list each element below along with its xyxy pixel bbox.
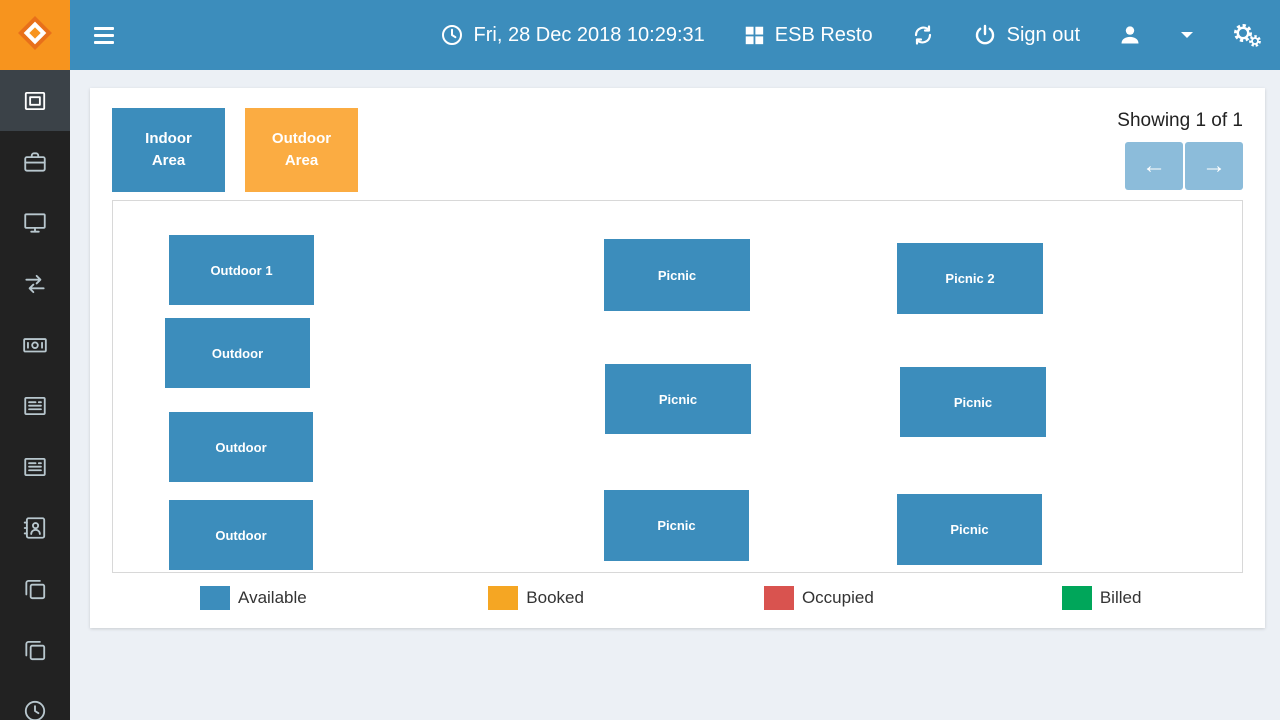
sidebar-item-2[interactable] [0, 131, 70, 192]
sidebar-item-4[interactable] [0, 253, 70, 314]
table-map-icon [22, 88, 48, 114]
legend-swatch [1061, 586, 1092, 610]
table-label: Picnic 2 [945, 271, 995, 286]
tab-label: Indoor Area [145, 130, 192, 169]
sidebar-item-10[interactable] [0, 619, 70, 680]
table-picnic-9[interactable]: Picnic [900, 367, 1046, 437]
pager: Showing 1 of 1 ← → [1117, 108, 1243, 190]
status-legend: Available Booked Occupied Billed [112, 586, 1243, 610]
app-switcher[interactable]: ESB Resto [743, 24, 873, 47]
legend-label: Booked [526, 588, 584, 607]
user-icon[interactable] [1118, 23, 1142, 47]
sign-out-label: Sign out [1006, 23, 1080, 46]
legend-swatch [488, 586, 519, 610]
legend-swatch [200, 586, 231, 610]
power-icon [973, 23, 997, 47]
top-bar: Fri, 28 Dec 2018 10:29:31 ESB Resto [0, 0, 1280, 70]
copy-icon [22, 637, 48, 663]
clock-icon [440, 23, 464, 47]
legend-label: Occupied [801, 588, 874, 607]
menu-toggle-button[interactable] [84, 0, 124, 70]
sidebar-item-8[interactable] [0, 497, 70, 558]
sign-out-button[interactable]: Sign out [973, 23, 1080, 47]
table-outdoor-3[interactable]: Outdoor [169, 412, 313, 482]
app-name: ESB Resto [774, 23, 873, 46]
hamburger-icon [94, 26, 114, 30]
datetime-display: Fri, 28 Dec 2018 10:29:31 [440, 23, 705, 47]
table-label: Picnic [953, 394, 993, 410]
sidebar [0, 70, 70, 720]
table-label: Picnic [950, 522, 989, 537]
table-label: Picnic [658, 391, 698, 407]
table-label: Outdoor [211, 345, 264, 361]
area-tabs: Indoor Area Outdoor Area [112, 108, 358, 192]
table-picnic-2-8[interactable]: Picnic 2 [897, 243, 1043, 314]
legend-label: Billed [1099, 588, 1142, 607]
table-picnic-7[interactable]: Picnic [604, 490, 749, 561]
table-label: Outdoor [215, 439, 267, 455]
table-label: Outdoor 1 [210, 262, 273, 278]
sidebar-item-5[interactable] [0, 314, 70, 375]
top-nav: Fri, 28 Dec 2018 10:29:31 ESB Resto [440, 22, 1280, 48]
app-logo[interactable] [0, 0, 70, 70]
swap-icon [22, 271, 48, 297]
sidebar-item-6[interactable] [0, 375, 70, 436]
prev-page-button[interactable]: ← [1125, 142, 1183, 190]
floor-map: Outdoor 1 Outdoor Outdoor Outdoor Picnic Picn… [112, 200, 1243, 573]
table-label: Picnic [657, 518, 696, 533]
monitor-icon [22, 210, 48, 236]
showing-count: Showing 1 of 1 [1117, 110, 1243, 131]
next-page-button[interactable]: → [1185, 142, 1243, 190]
legend-swatch [763, 586, 794, 610]
diamond-logo-icon [14, 12, 56, 59]
sidebar-item-1[interactable] [0, 70, 70, 131]
tab-outdoor-area[interactable]: Outdoor Area [245, 108, 358, 192]
table-view-card: Indoor Area Outdoor Area Showing 1 of 1 ←… [90, 88, 1265, 628]
caret-down-icon[interactable] [1180, 30, 1194, 40]
sidebar-item-9[interactable] [0, 558, 70, 619]
clock-icon [22, 698, 48, 720]
apps-grid-icon [743, 24, 765, 46]
newspaper-icon [22, 454, 48, 480]
sidebar-item-11[interactable] [0, 680, 70, 720]
table-outdoor-4[interactable]: Outdoor [169, 500, 313, 570]
legend-item-available: Available [112, 586, 395, 610]
table-picnic-5[interactable]: Picnic [604, 239, 750, 311]
card-header: Indoor Area Outdoor Area Showing 1 of 1 ←… [112, 108, 1243, 192]
table-outdoor-1-1[interactable]: Outdoor 1 [169, 235, 314, 305]
refresh-icon[interactable] [911, 23, 935, 47]
table-label: Outdoor [215, 527, 267, 543]
gears-icon[interactable] [1232, 22, 1262, 48]
table-outdoor-2[interactable]: Outdoor [165, 318, 310, 388]
legend-item-occupied: Occupied [678, 586, 961, 610]
datetime-text: Fri, 28 Dec 2018 10:29:31 [473, 23, 705, 46]
table-picnic-6[interactable]: Picnic [605, 364, 751, 434]
address-book-icon [22, 515, 48, 541]
newspaper-icon [22, 393, 48, 419]
briefcase-icon [22, 149, 48, 175]
sidebar-item-7[interactable] [0, 436, 70, 497]
legend-label: Available [238, 588, 307, 607]
table-label: Picnic [657, 267, 697, 283]
legend-item-billed: Billed [960, 586, 1243, 610]
table-picnic-10[interactable]: Picnic [897, 494, 1042, 565]
content-area: Indoor Area Outdoor Area Showing 1 of 1 ←… [70, 70, 1280, 720]
legend-item-booked: Booked [395, 586, 678, 610]
tab-indoor-area[interactable]: Indoor Area [112, 108, 225, 192]
pager-buttons: ← → [1117, 142, 1243, 190]
banknote-icon [22, 332, 48, 358]
sidebar-item-3[interactable] [0, 192, 70, 253]
tab-label: Outdoor Area [271, 130, 332, 169]
copy-icon [22, 576, 48, 602]
